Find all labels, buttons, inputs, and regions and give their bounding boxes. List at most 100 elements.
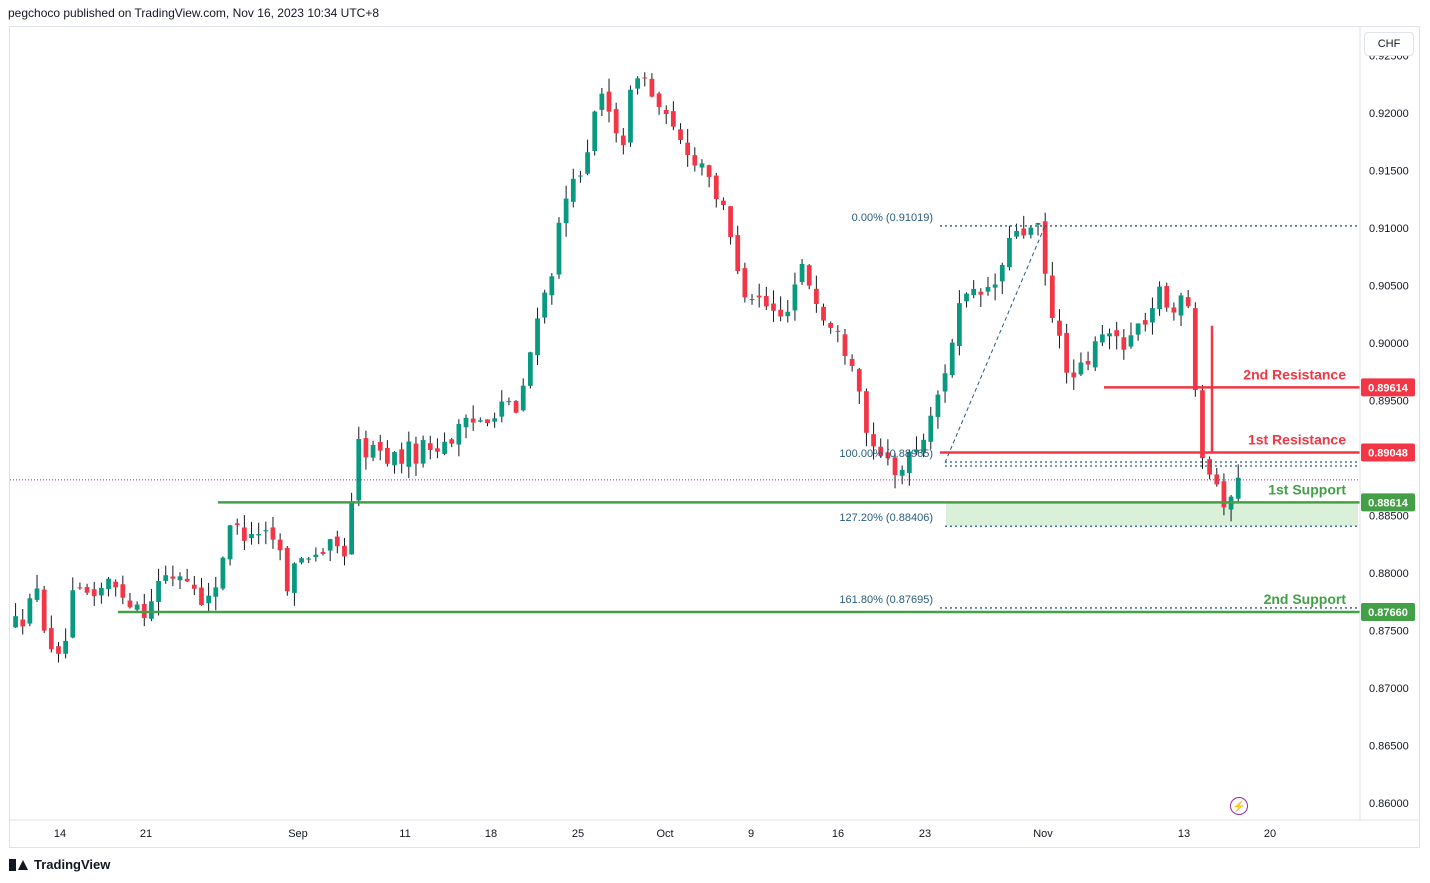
candle-body	[749, 298, 755, 300]
candle-body	[856, 369, 862, 392]
fib-level-label: 100.00% (0.88965)	[839, 448, 933, 460]
candle-body	[563, 198, 569, 224]
candle-body	[1178, 295, 1184, 316]
candle-body	[513, 400, 519, 413]
fib-level-label: 127.20% (0.88406)	[839, 512, 933, 524]
price-tick-label: 0.91000	[1369, 223, 1409, 235]
candle-body	[106, 578, 111, 590]
candle-body	[485, 419, 490, 424]
lightning-icon[interactable]: ⚡	[1230, 797, 1248, 815]
candle-body	[871, 434, 876, 447]
candle-body	[578, 175, 583, 177]
price-tag-label: 0.89614	[1368, 382, 1409, 394]
candle-body	[1035, 222, 1041, 225]
candle-body	[663, 110, 669, 115]
candle-body	[1128, 335, 1134, 347]
candle-body	[1064, 332, 1069, 373]
candle-body	[792, 284, 798, 311]
candle-body	[599, 93, 605, 110]
candle-body	[1171, 307, 1177, 313]
candle-body	[699, 163, 705, 168]
candle-body	[642, 77, 648, 79]
candle-body	[113, 581, 119, 588]
candle-body	[971, 288, 977, 296]
candle-body	[671, 111, 676, 127]
candle-body	[349, 502, 354, 555]
price-tick-label: 0.87500	[1369, 625, 1409, 637]
resistance-label: 2nd Resistance	[1243, 366, 1346, 382]
price-tick-label: 0.86000	[1369, 798, 1409, 810]
candle-body	[91, 589, 97, 597]
candle-body	[420, 440, 426, 464]
candle-body	[814, 288, 819, 304]
candle-body	[964, 293, 969, 302]
candle-body	[778, 309, 783, 317]
candle-body	[656, 93, 662, 107]
time-tick-label: 18	[485, 828, 497, 840]
candle-body	[163, 575, 169, 581]
candle-body	[20, 619, 26, 627]
candle-body	[134, 604, 140, 610]
candle-body	[892, 457, 898, 476]
candle-body	[435, 448, 440, 452]
candle-body	[721, 200, 726, 205]
candle-body	[613, 109, 619, 134]
candle-body	[992, 284, 998, 288]
time-tick-label: Nov	[1033, 828, 1053, 840]
candle-body	[1014, 230, 1019, 237]
candle-body	[706, 165, 712, 177]
candle-body	[606, 91, 612, 112]
price-tag-label: 0.87660	[1368, 607, 1408, 619]
time-tick-label: 9	[748, 828, 754, 840]
candle-body	[1007, 237, 1012, 268]
candle-body	[785, 311, 791, 317]
candle-body	[635, 78, 640, 89]
price-tick-label: 0.88000	[1369, 568, 1409, 580]
candle-body	[149, 601, 154, 619]
candle-body	[342, 545, 347, 557]
candle-body	[70, 590, 76, 638]
candle-body	[363, 438, 369, 458]
candle-body	[306, 558, 312, 560]
candle-body	[735, 235, 741, 272]
candle-body	[477, 420, 483, 422]
candle-body	[327, 539, 333, 551]
candle-body	[1049, 275, 1055, 318]
candle-body	[191, 584, 197, 589]
candle-body	[806, 265, 812, 286]
candle-body	[620, 135, 626, 146]
candle-body	[1135, 323, 1141, 335]
candle-body	[985, 287, 991, 292]
candle-body	[771, 303, 776, 311]
candle-body	[77, 587, 83, 589]
candle-body	[649, 78, 655, 97]
candle-body	[763, 296, 769, 307]
candle-body	[399, 449, 405, 464]
footer-brand[interactable]: TradingView	[9, 857, 110, 872]
candle-body	[170, 576, 176, 579]
candle-body	[206, 595, 211, 604]
candle-body	[427, 443, 433, 450]
currency-button[interactable]: CHF	[1364, 32, 1414, 56]
candle-body	[449, 439, 455, 444]
candle-body	[885, 452, 891, 459]
candle-body	[821, 306, 826, 321]
candle-body	[184, 578, 190, 582]
candle-body	[56, 646, 61, 654]
candle-body	[1157, 286, 1162, 310]
candle-body	[13, 616, 18, 628]
price-tag-label: 0.89048	[1368, 447, 1408, 459]
candle-body	[392, 452, 397, 466]
time-tick-label: 23	[919, 828, 931, 840]
price-tick-label: 0.88500	[1369, 510, 1409, 522]
time-tick-label: 14	[54, 828, 66, 840]
candle-body	[156, 580, 161, 602]
time-tick-label: 25	[572, 828, 584, 840]
candle-body	[556, 222, 562, 275]
candle-body	[935, 394, 941, 417]
candle-body	[842, 334, 848, 356]
candle-body	[242, 527, 247, 541]
candle-body	[385, 447, 390, 464]
candle-body	[628, 89, 633, 143]
